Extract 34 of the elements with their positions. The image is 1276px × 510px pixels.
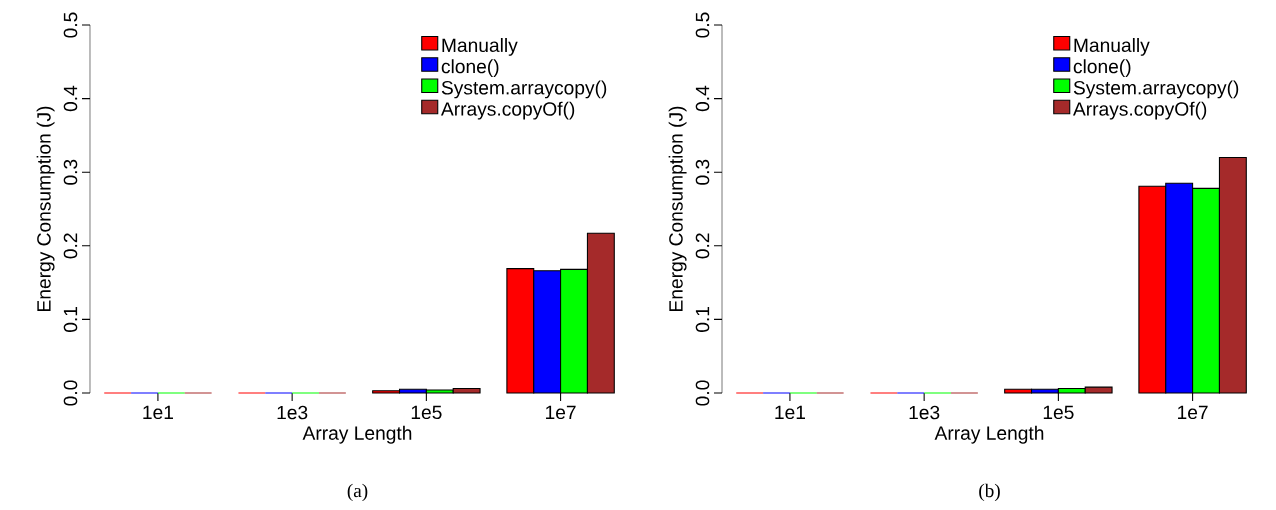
y-tick-label: 0.0 — [695, 380, 710, 406]
x-tick-label: 1e3 — [909, 405, 940, 420]
y-tick-label: 0.1 — [695, 306, 710, 332]
legend-label: Arrays.copyOf() — [1072, 101, 1207, 120]
y-tick-label: 0.2 — [63, 233, 78, 259]
y-tick-label: 0.5 — [695, 12, 710, 38]
x-axis-title: Array Length — [302, 425, 412, 444]
y-tick-label: 0.5 — [63, 12, 78, 38]
legend-label: System.arraycopy() — [441, 80, 607, 99]
x-tick-label: 1e1 — [775, 405, 806, 420]
y-tick-label: 0.3 — [63, 159, 78, 185]
legend-label: System.arraycopy() — [1073, 80, 1239, 99]
x-tick-label: 1e3 — [277, 405, 308, 420]
legend-label: clone() — [1073, 59, 1131, 78]
x-tick-label: 1e7 — [1178, 405, 1208, 420]
x-tick-label: 1e5 — [411, 405, 442, 420]
x-tick-label: 1e1 — [143, 405, 173, 420]
y-tick-label: 0.2 — [695, 233, 710, 259]
y-tick-label: 0.3 — [695, 159, 710, 185]
legend-label: Manually — [1074, 37, 1150, 56]
x-tick-label: 1e7 — [546, 405, 576, 420]
y-axis-title: Energy Consumption (J) — [36, 106, 55, 311]
y-tick-label: 0.4 — [695, 85, 710, 112]
legend-label: Arrays.copyOf() — [440, 101, 575, 120]
y-tick-label: 0.0 — [63, 380, 78, 406]
x-axis-title: Array Length — [934, 425, 1044, 444]
text: (a) — [347, 483, 368, 502]
y-tick-label: 0.4 — [63, 85, 78, 112]
y-axis-title: Energy Consumption (J) — [668, 106, 687, 311]
legend-label: clone() — [441, 59, 499, 78]
text: (b) — [979, 483, 1000, 502]
x-tick-label: 1e5 — [1043, 405, 1074, 420]
y-tick-label: 0.1 — [63, 306, 78, 332]
legend-label: Manually — [442, 37, 518, 56]
